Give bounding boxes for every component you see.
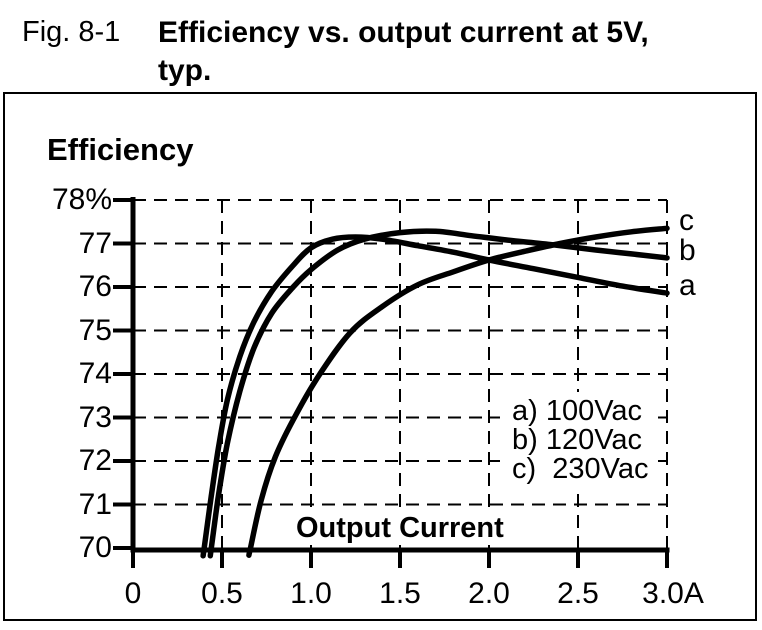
chart-legend: a) 100Vac b) 120Vac c) 230Vac	[500, 392, 658, 487]
curve-label-b: b	[679, 233, 696, 267]
x-tick-label: 2.0	[468, 577, 510, 610]
y-tick-label: 70	[78, 531, 112, 564]
legend-item-b: b) 120Vac	[512, 424, 643, 456]
y-tick-label: 71	[78, 487, 112, 521]
y-axis-title: Efficiency	[47, 132, 194, 167]
y-tick-label: 73	[78, 400, 112, 434]
x-tick-label: 0.5	[201, 577, 243, 610]
curve-label-a: a	[679, 269, 696, 303]
y-tick-label: 78%	[51, 183, 112, 216]
x-tick-label: 0	[124, 577, 142, 610]
x-tick-label: 3.0A	[642, 577, 704, 610]
curve-label-c: c	[679, 204, 694, 238]
figure-number: Fig. 8-1	[22, 16, 121, 48]
y-tick-label: 75	[78, 313, 112, 347]
figure-title-line2: typ.	[158, 54, 212, 87]
x-tick-label: 1.5	[379, 577, 421, 610]
y-tick-label: 77	[78, 226, 112, 260]
x-tick-label: 2.5	[557, 577, 599, 610]
legend-item-a: a) 100Vac	[512, 395, 643, 427]
figure-title-line1: Efficiency vs. output current at 5V,	[158, 16, 649, 49]
x-axis-title: Output Current	[293, 512, 507, 545]
legend-item-c: c) 230Vac	[512, 453, 649, 485]
x-tick-label: 1.0	[290, 577, 332, 610]
figure-title: Efficiency vs. output current at 5V, typ…	[158, 14, 649, 90]
y-tick-label: 74	[78, 357, 112, 390]
y-tick-label: 76	[78, 270, 112, 303]
y-tick-label: 72	[78, 444, 112, 477]
